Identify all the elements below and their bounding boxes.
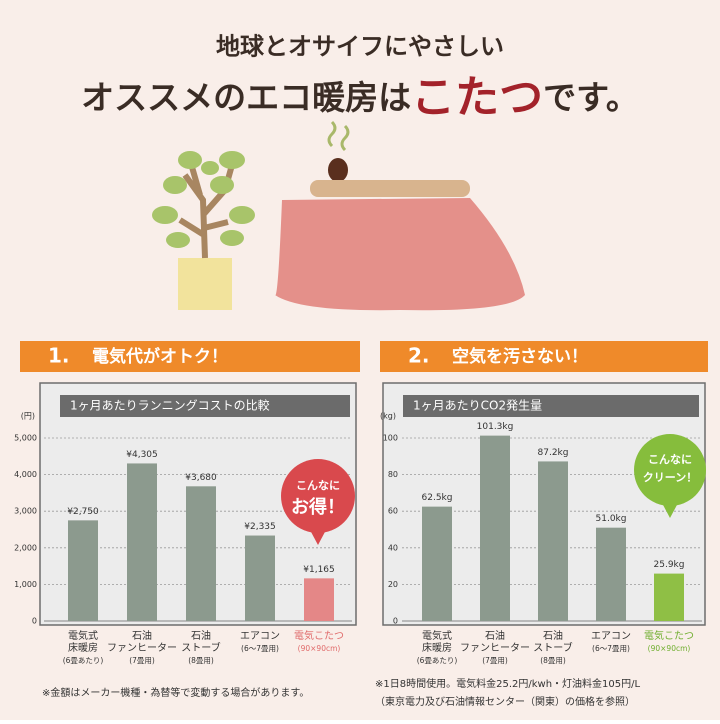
bar — [596, 527, 626, 621]
headline-highlight: こたつ — [411, 72, 543, 123]
section-header — [20, 341, 360, 372]
x-tick-label: 電気こたつ — [294, 629, 344, 642]
bar — [538, 461, 568, 621]
value-label: ¥1,165 — [303, 565, 335, 575]
callout-text: お得！ — [291, 496, 345, 518]
chart-title-bar — [403, 395, 699, 417]
section-number: 2. — [408, 344, 430, 368]
y-tick-label: 4,000 — [14, 470, 37, 479]
x-tick-label: 石油ファンヒーター — [107, 629, 177, 654]
y-tick-label: 2,000 — [14, 543, 37, 552]
callout-text: こんなに — [648, 453, 692, 466]
bar — [480, 435, 510, 621]
x-tick-label: エアコン — [240, 631, 280, 642]
value-label: ¥2,335 — [244, 522, 276, 532]
footnote: ※金額はメーカー機種・為替等で変動する場合があります。 — [42, 686, 309, 699]
category-note: (6～7畳用) — [241, 644, 279, 653]
y-tick-label: 3,000 — [14, 507, 37, 516]
x-tick-label: 石油ストーブ — [533, 629, 572, 654]
callout-tail — [662, 503, 678, 518]
x-tick-label: 石油ファンヒーター — [460, 629, 530, 654]
y-tick-label: 100 — [383, 434, 398, 443]
headline-text: オススメのエコ暖房は — [81, 78, 411, 117]
bar — [127, 463, 157, 621]
footnote: （東京電力及び石油情報センター（関東）の価格を参照） — [375, 695, 635, 708]
y-unit: (円) — [21, 412, 35, 421]
category-note: (7畳用) — [129, 656, 155, 665]
bar — [422, 506, 452, 621]
headline-2: オススメのエコ暖房はこたつです。 — [81, 72, 639, 123]
category-note: (6～7畳用) — [592, 644, 630, 653]
chart-title: 1ヶ月あたりCO2発生量 — [413, 399, 542, 413]
footnote: ※1日8時間使用。電気料金25.2円/kwh・灯油料金105円/L — [375, 677, 641, 690]
category-note: (90×90cm) — [648, 644, 691, 653]
callout-tail — [310, 530, 326, 545]
section-title: 電気代がオトク！ — [92, 346, 228, 367]
y-tick-label: 20 — [388, 580, 398, 589]
category-note: (6畳あたり) — [417, 656, 458, 665]
y-tick-label: 1,000 — [14, 580, 37, 589]
value-label: 101.3kg — [477, 422, 514, 432]
category-note: (6畳あたり) — [63, 656, 104, 665]
chart-title-bar — [60, 395, 350, 417]
category-note: (7畳用) — [482, 656, 508, 665]
callout — [281, 459, 355, 533]
x-tick-label: 電気式床暖房 — [68, 629, 98, 654]
bar — [68, 520, 98, 621]
x-tick-label: エアコン — [591, 631, 631, 642]
y-tick-label: 60 — [388, 507, 398, 516]
category-note: (8畳用) — [188, 656, 214, 665]
y-tick-label: 40 — [388, 543, 398, 552]
callout-text: こんなに — [296, 479, 340, 492]
y-unit: (kg) — [380, 412, 396, 421]
chart-title: 1ヶ月あたりランニングコストの比較 — [70, 398, 270, 413]
callout — [634, 434, 706, 506]
section-header — [380, 341, 708, 372]
value-label: 51.0kg — [596, 514, 627, 524]
category-note: (90×90cm) — [298, 644, 341, 653]
headline-text: です。 — [543, 78, 639, 117]
pot — [178, 258, 232, 310]
y-tick-label: 80 — [388, 470, 398, 479]
value-label: 62.5kg — [422, 493, 453, 503]
bar — [654, 573, 684, 621]
value-label: ¥3,680 — [185, 473, 217, 483]
x-tick-label: 電気式床暖房 — [422, 629, 452, 654]
section-title: 空気を汚さない！ — [452, 346, 588, 367]
leaves — [152, 151, 255, 248]
callout-text: クリーン！ — [643, 471, 697, 484]
section-number: 1. — [48, 344, 70, 368]
blanket — [275, 198, 525, 311]
bar — [304, 578, 334, 621]
x-tick-label: 石油ストーブ — [181, 629, 220, 654]
plant-illustration — [152, 151, 255, 310]
steam — [327, 120, 350, 152]
value-label: 25.9kg — [654, 560, 685, 570]
headline-1: 地球とオサイフにやさしい — [216, 32, 504, 61]
tea-cup — [328, 158, 348, 182]
y-tick-label: 0 — [393, 617, 398, 626]
value-label: 87.2kg — [538, 448, 569, 458]
y-tick-label: 0 — [32, 617, 37, 626]
table-top — [310, 180, 470, 197]
bar — [245, 535, 275, 621]
value-label: ¥2,750 — [67, 507, 99, 517]
x-tick-label: 電気こたつ — [644, 629, 694, 642]
category-note: (8畳用) — [540, 656, 566, 665]
value-label: ¥4,305 — [126, 450, 158, 460]
y-tick-label: 5,000 — [14, 434, 37, 443]
kotatsu-illustration — [275, 120, 525, 311]
bar — [186, 486, 216, 621]
